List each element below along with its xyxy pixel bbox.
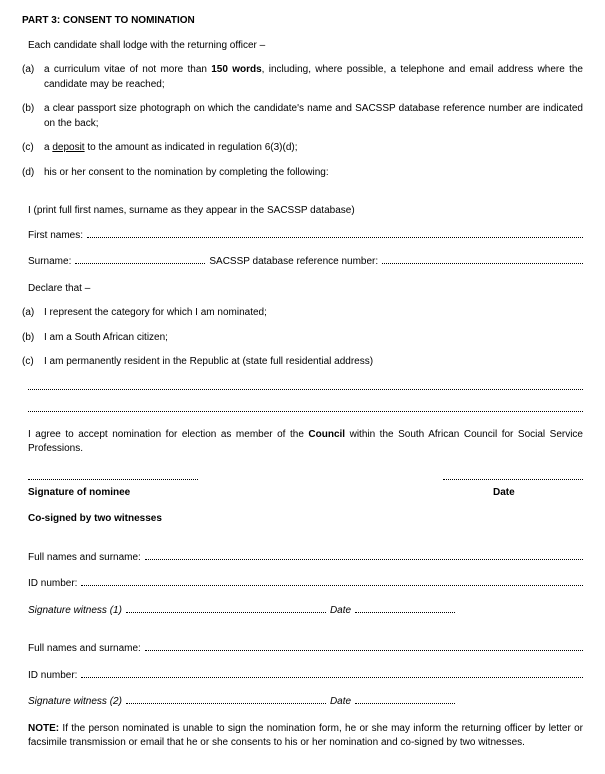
note-text: If the person nominated is unable to sig… [28, 723, 583, 749]
decl-marker-c: (c) [22, 355, 44, 370]
item-b: (b) a clear passport size photograph on … [22, 102, 583, 131]
w1-id-fill[interactable] [81, 577, 583, 586]
w1-sig-label: Signature witness (1) [28, 604, 122, 619]
surname-row: Surname: SACSSP database reference numbe… [28, 255, 583, 270]
item-c-underline: deposit [52, 142, 84, 153]
sig-dots-row [28, 471, 583, 480]
item-c-post: to the amount as indicated in regulation… [85, 142, 298, 153]
w2-id-row: ID number: [28, 669, 583, 684]
surname-fill[interactable] [75, 255, 205, 264]
w1-sig-row: Signature witness (1) Date [28, 604, 583, 619]
item-a-bold: 150 words [211, 64, 261, 75]
agree-bold: Council [308, 429, 345, 440]
decl-b-text: I am a South African citizen; [44, 331, 583, 346]
decl-c: (c) I am permanently resident in the Rep… [22, 355, 583, 370]
w2-date-label: Date [330, 695, 351, 710]
w1-date-label: Date [330, 604, 351, 619]
marker-d: (d) [22, 166, 44, 181]
item-b-text: a clear passport size photograph on whic… [44, 102, 583, 131]
w2-id-label: ID number: [28, 669, 77, 684]
sacssp-label: SACSSP database reference number: [209, 255, 378, 270]
w2-fullnames-fill[interactable] [145, 642, 583, 651]
w2-sig-label: Signature witness (2) [28, 695, 122, 710]
agree-text: I agree to accept nomination for electio… [28, 428, 583, 457]
w1-date-fill[interactable] [355, 604, 455, 613]
item-a: (a) a curriculum vitae of not more than … [22, 63, 583, 92]
w1-sig-fill[interactable] [126, 604, 326, 613]
sig-labels-row: Signature of nominee Date [28, 486, 583, 501]
agree-pre: I agree to accept nomination for electio… [28, 429, 308, 440]
decl-marker-a: (a) [22, 306, 44, 321]
first-names-row: First names: [28, 229, 583, 244]
w1-fullnames-row: Full names and surname: [28, 551, 583, 566]
sig-date-label: Date [443, 486, 583, 501]
decl-c-text: I am permanently resident in the Republi… [44, 355, 583, 370]
note-bold: NOTE: [28, 723, 59, 734]
marker-c: (c) [22, 141, 44, 156]
sig-nominee-line[interactable] [28, 471, 198, 480]
sacssp-fill[interactable] [382, 255, 583, 264]
w2-sig-fill[interactable] [126, 695, 326, 704]
item-c: (c) a deposit to the amount as indicated… [22, 141, 583, 156]
w2-id-fill[interactable] [81, 669, 583, 678]
marker-a: (a) [22, 63, 44, 92]
sig-date-line[interactable] [443, 471, 583, 480]
w1-fullnames-label: Full names and surname: [28, 551, 141, 566]
note: NOTE: If the person nominated is unable … [28, 722, 583, 751]
item-a-pre: a curriculum vitae of not more than [44, 64, 211, 75]
decl-a: (a) I represent the category for which I… [22, 306, 583, 321]
decl-a-text: I represent the category for which I am … [44, 306, 583, 321]
address-line-1[interactable] [28, 380, 583, 390]
part-title: PART 3: CONSENT TO NOMINATION [22, 14, 583, 29]
item-d: (d) his or her consent to the nomination… [22, 166, 583, 181]
item-d-text: his or her consent to the nomination by … [44, 166, 583, 181]
sig-nominee-label: Signature of nominee [28, 486, 328, 501]
w1-id-row: ID number: [28, 577, 583, 592]
w2-sig-row: Signature witness (2) Date [28, 695, 583, 710]
address-line-2[interactable] [28, 402, 583, 412]
marker-b: (b) [22, 102, 44, 131]
decl-line1: I (print full first names, surname as th… [28, 204, 583, 219]
decl-marker-b: (b) [22, 331, 44, 346]
cosign-heading: Co-signed by two witnesses [28, 512, 583, 527]
surname-label: Surname: [28, 255, 71, 270]
declare-that: Declare that – [28, 282, 583, 297]
w2-date-fill[interactable] [355, 695, 455, 704]
w1-id-label: ID number: [28, 577, 77, 592]
first-names-label: First names: [28, 229, 83, 244]
w1-fullnames-fill[interactable] [145, 551, 583, 560]
first-names-fill[interactable] [87, 229, 583, 238]
intro-text: Each candidate shall lodge with the retu… [28, 39, 583, 54]
w2-fullnames-label: Full names and surname: [28, 642, 141, 657]
w2-fullnames-row: Full names and surname: [28, 642, 583, 657]
decl-b: (b) I am a South African citizen; [22, 331, 583, 346]
